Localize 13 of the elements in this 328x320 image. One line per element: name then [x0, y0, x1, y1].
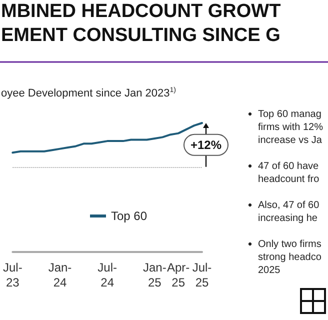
- text: Top 60 manag firms with 12% increase vs Ja: [258, 109, 324, 146]
- annotation: +12%: [190, 138, 222, 152]
- x-tick-label: Jan-25: [142, 260, 166, 290]
- x-tick-label: Jul-23: [2, 260, 22, 290]
- x-tick-label: Jul-25: [192, 260, 212, 290]
- text: Only two firms strong headco 2025: [258, 239, 322, 276]
- text: 47 of 60 have headcount fro: [258, 161, 320, 185]
- x-tick-label: Apr-25: [167, 260, 190, 290]
- x-tick-label: Jan-24: [48, 260, 72, 290]
- legend-label: Top 60: [111, 209, 148, 223]
- text: Also, 47 of 60 increasing he: [258, 200, 320, 224]
- x-tick-label: Jul-24: [98, 260, 118, 290]
- chart-title: MBINED HEADCOUNT GROWT EMENT CONSULTING SINCE G: [1, 1, 282, 46]
